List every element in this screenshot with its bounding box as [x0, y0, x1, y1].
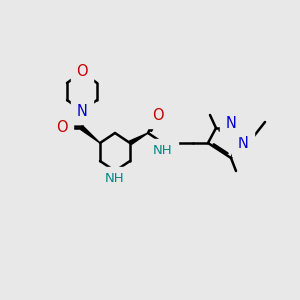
Text: O: O	[76, 64, 88, 80]
Polygon shape	[129, 133, 148, 145]
Text: N: N	[226, 116, 236, 130]
Text: N: N	[76, 103, 87, 118]
Text: O: O	[56, 121, 68, 136]
Polygon shape	[81, 127, 100, 143]
Text: N: N	[238, 136, 248, 151]
Text: O: O	[152, 107, 164, 122]
Text: NH: NH	[153, 145, 173, 158]
Text: NH: NH	[105, 172, 125, 185]
